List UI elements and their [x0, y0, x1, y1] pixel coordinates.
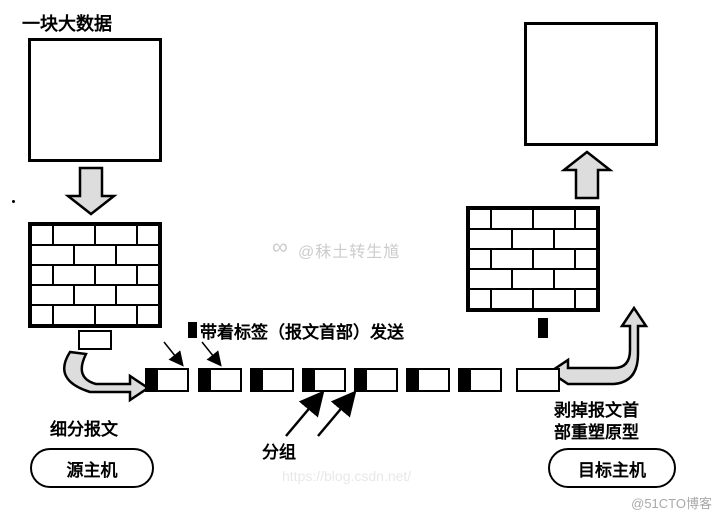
packet-3 [250, 368, 294, 392]
header-mark-icon [188, 322, 197, 338]
arrow-down-left [68, 168, 114, 214]
label-send-with-header: 带着标签（报文首部）发送 [200, 318, 404, 343]
watermark-under: https://blog.csdn.net/ [282, 468, 411, 484]
target-brick-wall [466, 206, 600, 312]
source-host-pill: 源主机 [30, 448, 154, 488]
label-strip: 剥掉报文首 部重塑原型 [554, 400, 639, 444]
group-arrow-1 [286, 398, 318, 436]
packet-2 [198, 368, 242, 392]
label-segment: 细分报文 [50, 415, 118, 440]
packet-stripped [516, 368, 560, 392]
arrow-curve-left [64, 352, 148, 400]
packet-1 [145, 368, 189, 392]
target-host-pill: 目标主机 [548, 448, 676, 488]
label-big-data: 一块大数据 [22, 10, 112, 36]
packet-5 [354, 368, 398, 392]
thin-arrow-1 [164, 342, 180, 362]
label-packets: 分组 [262, 438, 296, 463]
source-host-label: 源主机 [67, 456, 118, 481]
dot-artifact [12, 200, 15, 203]
watermark-corner: @51CTO博客 [631, 493, 712, 512]
target-host-label: 目标主机 [578, 456, 646, 481]
packet-6 [406, 368, 450, 392]
target-header-tag [538, 318, 548, 338]
target-big-data-box [524, 22, 658, 146]
group-arrow-2 [318, 398, 350, 436]
watermark-logo: ∞ [272, 234, 289, 260]
packet-4 [302, 368, 346, 392]
packet-7 [458, 368, 502, 392]
source-mini-piece [78, 330, 112, 350]
thin-arrow-2 [202, 342, 218, 362]
source-big-data-box [28, 38, 162, 162]
source-brick-wall [28, 222, 162, 328]
arrow-up-right [564, 152, 610, 198]
watermark-center: @秣土转生馗 [298, 238, 400, 262]
arrow-curve-right [550, 308, 646, 384]
